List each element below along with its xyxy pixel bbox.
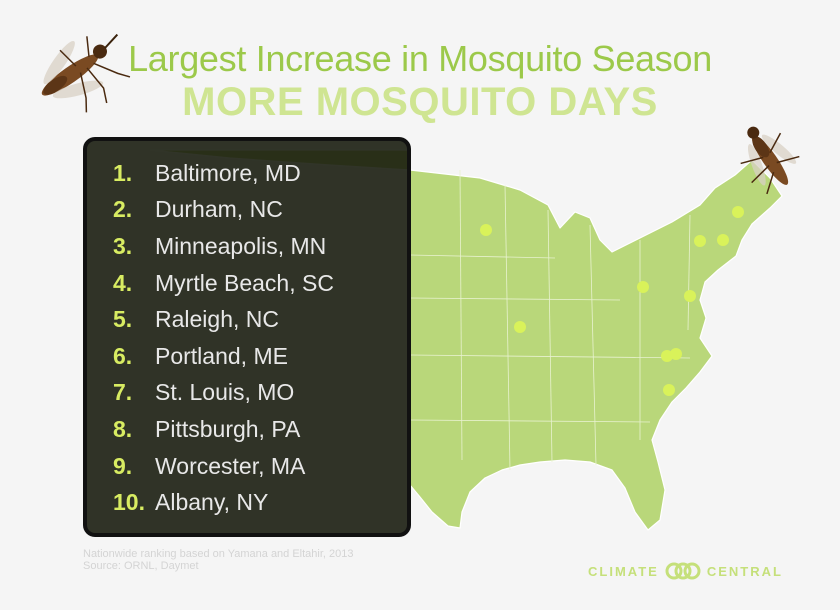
city-markers xyxy=(480,206,744,396)
logo-text-right: CENTRAL xyxy=(706,563,783,579)
mosquito-icon xyxy=(41,33,131,113)
rank-number: 2. xyxy=(113,196,133,223)
list-item: 9. Worcester, MA xyxy=(113,448,334,485)
mosquito-icon xyxy=(740,126,800,195)
city-marker-portland xyxy=(732,206,744,218)
rank-number: 3. xyxy=(113,232,133,259)
city-marker-worcester xyxy=(717,234,729,246)
city-marker-durham xyxy=(661,350,673,362)
city-marker-raleigh xyxy=(670,348,682,360)
rank-number: 6. xyxy=(113,342,133,369)
city-marker-minneapolis xyxy=(480,224,492,236)
rank-city: Myrtle Beach, SC xyxy=(155,269,334,296)
rank-city: Pittsburgh, PA xyxy=(155,415,301,442)
rank-city: Portland, ME xyxy=(155,342,288,369)
rank-city: Baltimore, MD xyxy=(155,159,301,186)
ranking-list: 1. Baltimore, MD 2. Durham, NC 3. Minneapol… xyxy=(113,155,334,521)
rank-city: Raleigh, NC xyxy=(155,306,279,333)
page-subtitle: MORE MOSQUITO DAYS xyxy=(182,80,658,124)
rank-number: 4. xyxy=(113,269,133,296)
source-line-2: Source: ORNL, Daymet xyxy=(83,560,199,572)
climate-central-logo-icon xyxy=(665,562,701,580)
source-note: Nationwide ranking based on Yamana and E… xyxy=(83,548,354,572)
city-marker-myrtle-beach xyxy=(663,384,675,396)
list-item: 4. Myrtle Beach, SC xyxy=(113,265,334,302)
list-item: 7. St. Louis, MO xyxy=(113,375,334,412)
city-marker-albany xyxy=(694,235,706,247)
list-item: 3. Minneapolis, MN xyxy=(113,228,334,265)
city-marker-pittsburgh xyxy=(637,281,649,293)
climate-central-logo: CLIMATE CENTRAL xyxy=(588,562,783,580)
rank-city: Albany, NY xyxy=(155,489,269,516)
list-item: 6. Portland, ME xyxy=(113,338,334,375)
city-marker-baltimore xyxy=(684,290,696,302)
rank-city: St. Louis, MO xyxy=(155,379,295,406)
rank-number: 8. xyxy=(113,415,133,442)
rank-city: Minneapolis, MN xyxy=(155,232,327,259)
rank-city: Durham, NC xyxy=(155,196,283,223)
rank-number: 1. xyxy=(113,159,133,186)
rank-number: 5. xyxy=(113,306,133,333)
city-marker-st-louis xyxy=(514,321,526,333)
rank-number: 10. xyxy=(113,489,145,516)
ranking-panel: 1. Baltimore, MD 2. Durham, NC 3. Minneapol… xyxy=(83,137,411,537)
logo-text-left: CLIMATE xyxy=(588,563,659,579)
state-borders xyxy=(409,169,691,471)
page-title: Largest Increase in Mosquito Season xyxy=(128,38,712,79)
list-item: 2. Durham, NC xyxy=(113,192,334,229)
source-line-1: Nationwide ranking based on Yamana and E… xyxy=(83,548,354,560)
list-item: 1. Baltimore, MD xyxy=(113,155,334,192)
us-map-shape xyxy=(149,149,783,531)
list-item: 8. Pittsburgh, PA xyxy=(113,411,334,448)
list-item: 10. Albany, NY xyxy=(113,484,334,521)
list-item: 5. Raleigh, NC xyxy=(113,301,334,338)
rank-number: 7. xyxy=(113,379,133,406)
rank-city: Worcester, MA xyxy=(155,452,306,479)
rank-number: 9. xyxy=(113,452,133,479)
